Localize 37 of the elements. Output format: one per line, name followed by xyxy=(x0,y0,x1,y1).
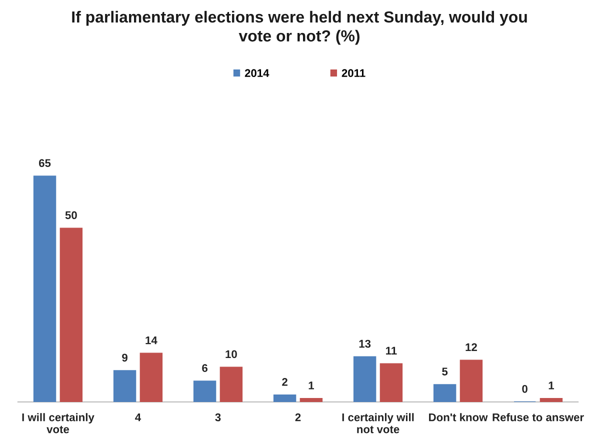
data-label: 0 xyxy=(522,384,528,393)
bar xyxy=(460,360,483,402)
x-tick-label: 4 xyxy=(135,414,142,422)
bar xyxy=(140,352,163,402)
bar xyxy=(33,176,56,402)
bar xyxy=(540,398,563,402)
data-label: 50 xyxy=(65,211,77,220)
x-tick-label: I will certainly vote xyxy=(22,413,94,434)
x-tick-label: 3 xyxy=(215,413,221,422)
data-label: 1 xyxy=(548,382,554,390)
bar xyxy=(380,363,403,402)
x-tick-label: I certainly will not vote xyxy=(342,413,414,434)
bar xyxy=(193,380,216,402)
data-label: 11 xyxy=(386,346,397,355)
bar xyxy=(353,356,376,402)
bar xyxy=(220,366,243,402)
data-label: 13 xyxy=(359,340,371,348)
x-tick-label: Refuse to answer xyxy=(492,413,584,422)
bar xyxy=(300,398,323,402)
bar xyxy=(60,228,83,402)
data-label: 1 xyxy=(308,382,314,390)
data-label: 6 xyxy=(202,364,208,372)
chart-title: If parliamentary elections were held next Sunday, would you vote or not? (%) xyxy=(72,10,527,45)
legend-label: 2014 xyxy=(244,69,270,78)
bar xyxy=(113,370,136,402)
x-tick-label: Don't know xyxy=(429,413,488,422)
data-label: 65 xyxy=(39,159,51,168)
bar xyxy=(433,384,456,402)
data-label: 10 xyxy=(226,350,237,358)
legend-label: 2011 xyxy=(342,69,366,78)
data-label: 14 xyxy=(146,336,158,344)
data-label: 12 xyxy=(466,343,477,352)
bar xyxy=(273,394,296,402)
data-label: 9 xyxy=(122,354,128,362)
x-tick-label: 2 xyxy=(295,413,301,422)
data-label: 5 xyxy=(442,368,448,376)
data-label: 2 xyxy=(282,378,288,386)
